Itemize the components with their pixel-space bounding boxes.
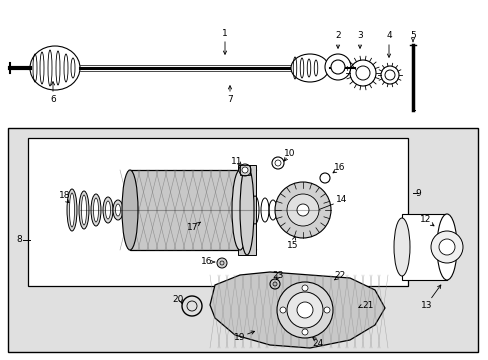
Circle shape [217, 258, 226, 268]
Text: 19: 19 [234, 333, 245, 342]
Ellipse shape [79, 191, 89, 229]
Ellipse shape [122, 170, 138, 250]
Circle shape [296, 302, 312, 318]
Circle shape [276, 282, 332, 338]
Text: 6: 6 [50, 95, 56, 104]
Ellipse shape [67, 189, 77, 231]
Circle shape [239, 164, 250, 176]
Circle shape [324, 307, 329, 313]
Circle shape [355, 66, 369, 80]
Circle shape [430, 231, 462, 263]
Text: 21: 21 [362, 301, 373, 310]
Text: 14: 14 [336, 195, 347, 204]
Text: 10: 10 [284, 148, 295, 158]
Ellipse shape [231, 170, 247, 250]
Bar [240, 165, 249, 175]
Polygon shape [209, 272, 384, 348]
Text: 16: 16 [201, 256, 212, 266]
Bar [0, 0, 488, 125]
Text: 8: 8 [16, 235, 22, 244]
Text: 24: 24 [312, 338, 323, 347]
Text: 12: 12 [420, 216, 431, 225]
Circle shape [280, 307, 285, 313]
Text: 23: 23 [272, 270, 283, 279]
Text: 17: 17 [187, 224, 198, 233]
Bar [28, 138, 407, 286]
Ellipse shape [436, 214, 456, 280]
Circle shape [384, 70, 394, 80]
Text: 5: 5 [409, 31, 415, 40]
Ellipse shape [81, 195, 86, 225]
Bar [401, 214, 446, 280]
Ellipse shape [290, 54, 328, 82]
Ellipse shape [30, 46, 80, 90]
Ellipse shape [113, 200, 123, 220]
Text: 2: 2 [334, 31, 340, 40]
Circle shape [286, 292, 323, 328]
Circle shape [296, 204, 308, 216]
Text: 9: 9 [414, 189, 420, 198]
Text: 16: 16 [334, 163, 345, 172]
Circle shape [274, 182, 330, 238]
Ellipse shape [69, 193, 74, 227]
Circle shape [286, 194, 318, 226]
Ellipse shape [240, 165, 253, 255]
Ellipse shape [115, 204, 120, 216]
Text: 13: 13 [420, 301, 432, 310]
Text: 18: 18 [59, 190, 71, 199]
Text: 20: 20 [172, 296, 183, 305]
Circle shape [302, 329, 307, 335]
Bar [238, 165, 256, 255]
Ellipse shape [105, 201, 110, 219]
Bar [8, 128, 477, 352]
Ellipse shape [393, 218, 409, 276]
Circle shape [438, 239, 454, 255]
Circle shape [380, 66, 398, 84]
Circle shape [302, 285, 307, 291]
Ellipse shape [103, 197, 113, 223]
Text: 7: 7 [226, 95, 232, 104]
Text: 1: 1 [222, 28, 227, 37]
Circle shape [330, 60, 345, 74]
Text: 15: 15 [286, 240, 298, 249]
Text: 4: 4 [386, 31, 391, 40]
Circle shape [325, 54, 350, 80]
Text: 11: 11 [231, 157, 242, 166]
Ellipse shape [91, 194, 101, 226]
Bar [130, 170, 240, 250]
Text: 3: 3 [356, 31, 362, 40]
Circle shape [349, 60, 375, 86]
Text: 22: 22 [334, 270, 345, 279]
Ellipse shape [93, 198, 98, 222]
Circle shape [242, 167, 247, 173]
